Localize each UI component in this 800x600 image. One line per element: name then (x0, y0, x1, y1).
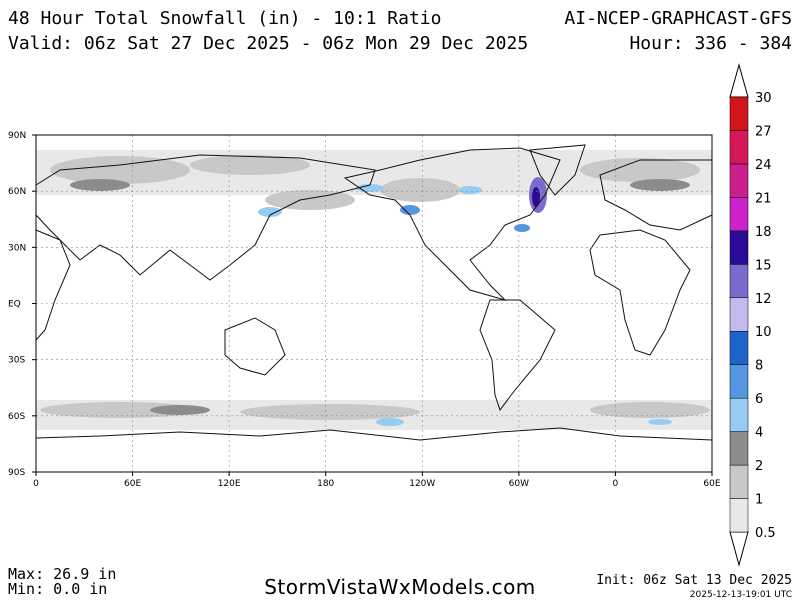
lat-label: 30N (8, 243, 26, 253)
colorbar-label: 2 (755, 459, 763, 474)
colorbar-label: 10 (755, 325, 772, 340)
snow-shading (36, 150, 712, 430)
colorbar-segment (729, 498, 749, 533)
colorbar-segment (729, 197, 749, 232)
colorbar-segment (729, 264, 749, 299)
colorbar-label: 12 (755, 292, 772, 307)
graticule (36, 135, 712, 472)
colorbar-label: 0.5 (755, 526, 776, 541)
colorbar-label: 8 (755, 359, 763, 374)
colorbar-label: 21 (755, 191, 772, 206)
lon-label: 180 (317, 479, 334, 489)
valid-time: Valid: 06z Sat 27 Dec 2025 - 06z Mon 29 … (8, 33, 528, 54)
colorbar-label: 24 (755, 158, 772, 173)
map: 0 60E 120E 180 120W 60W 0 60E 90N 60N 30N EQ 30S 60S 9… (8, 131, 721, 489)
lon-label: 120W (409, 479, 435, 489)
title: 48 Hour Total Snowfall (in) - 10:1 Ratio (8, 8, 441, 29)
lon-label: 60W (509, 479, 529, 489)
colorbar-segment (729, 163, 749, 198)
timestamp: 2025-12-13-19:01 UTC (690, 590, 792, 600)
colorbar-segment (729, 397, 749, 432)
colorbar-label: 1 (755, 493, 763, 508)
colorbar-segment (729, 364, 749, 399)
model-name: AI-NCEP-GRAPHCAST-GFS (564, 8, 792, 29)
colorbar-segment (729, 96, 749, 131)
colorbar-segment (729, 130, 749, 165)
site-name: StormVistaWxModels.com (264, 575, 536, 599)
max-value: Max: 26.9 in (8, 565, 116, 583)
land (35, 144, 713, 441)
lat-label: 60S (8, 412, 25, 422)
lat-label: 60N (8, 187, 26, 197)
colorbar-segment (729, 431, 749, 466)
colorbar-segment (729, 464, 749, 499)
colorbar-label: 27 (755, 124, 772, 139)
lat-label: 90N (8, 131, 26, 141)
lon-label: 0 (613, 479, 619, 489)
lat-label: 90S (8, 468, 25, 478)
lon-label: 60E (703, 479, 720, 489)
colorbar-label: 15 (755, 258, 772, 273)
colorbar-label: 18 (755, 225, 772, 240)
colorbar-segment (729, 330, 749, 365)
colorbar-label: 4 (755, 426, 763, 441)
colorbar-segment (729, 230, 749, 265)
init-time: Init: 06z Sat 13 Dec 2025 (596, 573, 792, 588)
forecast-hour: Hour: 336 - 384 (629, 33, 792, 54)
colorbar-segment (729, 297, 749, 332)
lat-label: EQ (8, 300, 21, 310)
colorbar-label: 30 (755, 91, 772, 106)
lon-label: 120E (218, 479, 241, 489)
lon-label: 0 (33, 479, 39, 489)
lon-label: 60E (124, 479, 141, 489)
lat-label: 30S (8, 356, 25, 366)
colorbar-label: 6 (755, 392, 763, 407)
min-value: Min: 0.0 in (8, 580, 107, 598)
